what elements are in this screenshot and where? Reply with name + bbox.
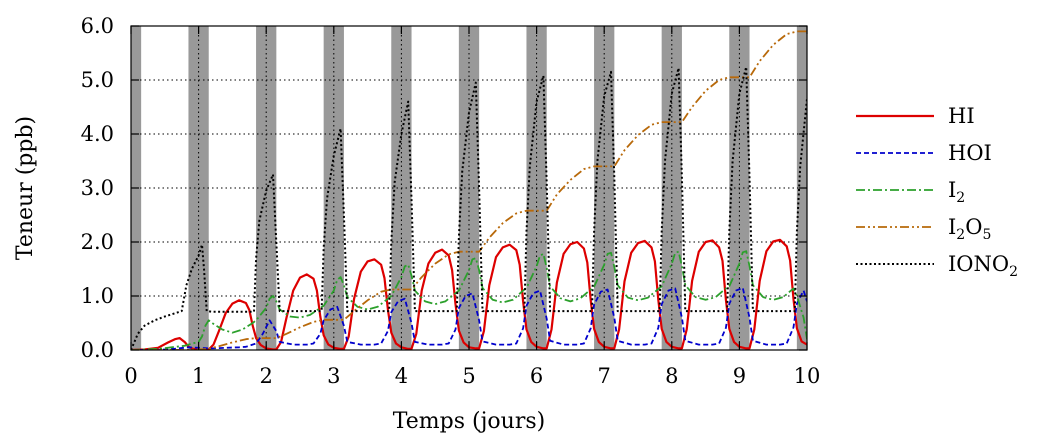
x-tick-label-1: 1: [192, 364, 205, 388]
x-tick-label-2: 2: [260, 364, 273, 388]
y-tick-label-3: 3.0: [81, 176, 114, 200]
series-line-1: [131, 286, 807, 350]
x-tick-label-6: 6: [530, 364, 543, 388]
axis-ticks: 0 1 2 3 4 5 6 7 8 9 10 0.0 1.0 2.0 3.0 4.0 5.0 6.0: [81, 14, 821, 388]
x-tick-label-3: 3: [327, 364, 340, 388]
x-axis-label: Temps (jours): [393, 409, 545, 434]
y-tick-label-1: 1.0: [81, 284, 114, 308]
y-axis-label: Teneur (ppb): [13, 116, 38, 260]
x-tick-label-7: 7: [598, 364, 611, 388]
x-tick-label-0: 0: [124, 364, 137, 388]
y-tick-label-5: 5.0: [81, 68, 114, 92]
x-tick-label-5: 5: [462, 364, 475, 388]
y-tick-label-2: 2.0: [81, 230, 114, 254]
y-tick-label-6: 6.0: [81, 14, 114, 38]
grid: [131, 26, 807, 350]
series-line-3: [131, 30, 807, 350]
x-tick-label-8: 8: [665, 364, 678, 388]
series-line-4: [131, 66, 807, 350]
y-tick-label-4: 4.0: [81, 122, 114, 146]
legend-label-2: I2: [948, 178, 965, 206]
series-layer: [131, 30, 807, 350]
legend: HI HOI I2 I2O5 IONO2: [856, 104, 1018, 280]
series-line-2: [131, 250, 807, 350]
legend-label-1: HOI: [948, 141, 992, 165]
series-line-0: [131, 238, 807, 350]
legend-label-4: IONO2: [948, 252, 1018, 280]
y-tick-label-0: 0.0: [81, 338, 114, 362]
legend-label-0: HI: [948, 104, 975, 128]
x-tick-label-4: 4: [395, 364, 408, 388]
x-tick-label-10: 10: [794, 364, 821, 388]
x-tick-label-9: 9: [733, 364, 746, 388]
legend-label-3: I2O5: [948, 215, 991, 243]
